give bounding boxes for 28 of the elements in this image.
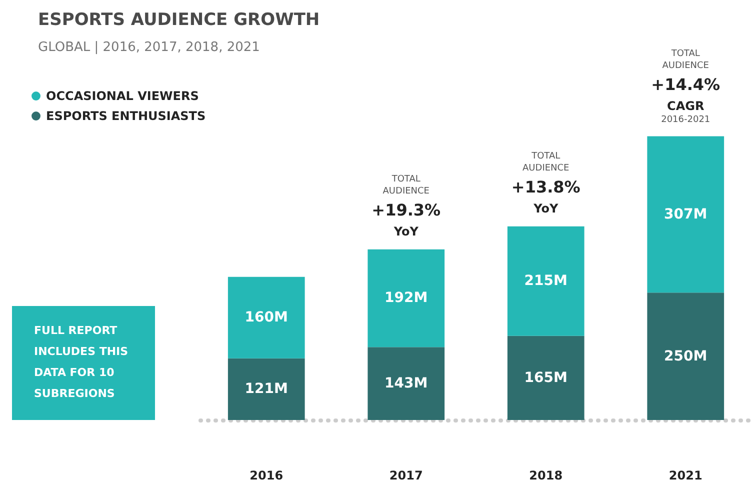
annotation: TOTAL AUDIENCE +14.4% CAGR 2016-2021	[651, 49, 720, 126]
bar	[368, 347, 445, 420]
data-label: 192M	[384, 290, 428, 306]
data-label: 160M	[244, 310, 288, 326]
bar	[507, 336, 584, 420]
data-label: 250M	[664, 348, 708, 364]
chart-title: ESPORTS AUDIENCE GROWTH	[38, 10, 320, 30]
annotation: TOTAL AUDIENCE +13.8% YoY	[511, 151, 580, 216]
x-tick-label: 2018	[529, 468, 563, 482]
legend-label: OCCASIONAL VIEWERS	[46, 89, 199, 103]
data-label: 121M	[244, 381, 288, 398]
bar	[368, 249, 445, 348]
bar	[647, 136, 724, 293]
data-label: 307M	[664, 206, 708, 222]
data-label: 143M	[384, 376, 428, 392]
bar	[507, 226, 584, 336]
data-label: 215M	[524, 273, 568, 290]
data-label: 165M	[524, 370, 568, 386]
x-tick-label: 2016	[250, 468, 284, 482]
text: FULL REPORT INCLUDES THIS DATA FOR 10 SUBREGIONS	[12, 306, 155, 420]
bar	[228, 276, 305, 358]
x-tick-label: 2017	[389, 468, 423, 482]
x-tick-label: 2021	[668, 468, 702, 482]
bar	[647, 292, 724, 420]
bar	[228, 358, 305, 420]
annotation: TOTAL AUDIENCE +19.3% YoY	[372, 174, 441, 238]
chart-subtitle: GLOBAL | 2016, 2017, 2018, 2021	[38, 40, 260, 55]
legend-label: ESPORTS ENTHUSIASTS	[46, 109, 206, 123]
